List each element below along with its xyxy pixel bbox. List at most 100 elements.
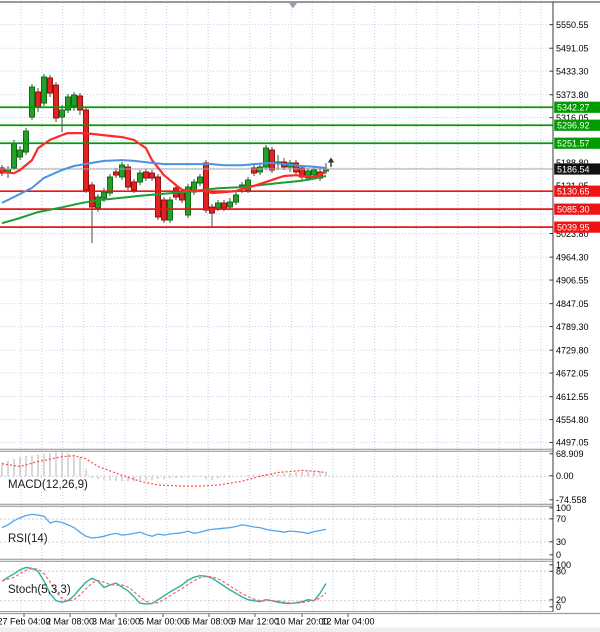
candle-body (155, 176, 161, 218)
support-price-label-box[interactable] (554, 203, 600, 215)
time-axis-label: 9 Mar 12:00 (231, 617, 279, 627)
candle-body (89, 184, 95, 208)
candle-body (245, 179, 251, 191)
resistance-price-label: 5342.27 (557, 103, 590, 113)
main-chart-plot-area[interactable] (0, 3, 553, 449)
price-axis-layer: 5550.55 5491.05 5433.30 5373.80 5316.05 5023.… (549, 2, 600, 612)
stoch-pane[interactable] (0, 560, 553, 611)
candle-body (263, 147, 269, 168)
price-axis-tick-label: 5316.05 (556, 113, 589, 123)
resistance-price-label-box[interactable] (554, 119, 600, 131)
time-axis-label: 10 Mar 20:00 (275, 617, 328, 627)
price-axis-tick-label: 5491.05 (556, 43, 589, 53)
main-pane-layer (0, 3, 553, 244)
candle-body (209, 206, 215, 214)
price-axis-tick-label: 5023.80 (556, 229, 589, 239)
time-axis-layer: 27 Feb 04:002 Mar 08:003 Mar 16:005 Mar … (0, 613, 600, 632)
candle-body (113, 171, 119, 176)
price-axis-tick-label: 4729.80 (556, 345, 589, 355)
candle-body (53, 84, 59, 119)
time-axis-label: 6 Mar 08:00 (185, 617, 233, 627)
bottom-strip (0, 627, 600, 632)
price-axis-tick-label: 4964.30 (556, 252, 589, 262)
candle-body (131, 181, 137, 191)
candle-body (233, 194, 239, 203)
rsi-indicator-label: RSI(14) (8, 533, 48, 545)
time-axis-label: 2 Mar 08:00 (46, 617, 94, 627)
rsi-pane[interactable] (0, 505, 553, 559)
resistance-price-label: 5251.57 (557, 139, 590, 149)
stoch-indicator-label: Stoch(5,3,3) (8, 584, 71, 596)
chart-shift-marker[interactable] (289, 3, 297, 9)
candle-body (215, 202, 221, 209)
bar-marker-arrow (327, 157, 335, 167)
time-axis[interactable] (0, 612, 600, 632)
time-axis-label: 27 Feb 04:00 (0, 617, 51, 627)
candle-body (251, 167, 257, 174)
price-axis-tick-label: 5433.30 (556, 66, 589, 76)
candle-body (107, 176, 113, 194)
stoch-k-line (1, 566, 327, 605)
candle-body (197, 176, 203, 184)
candle-body (185, 186, 191, 216)
candle-body (119, 164, 125, 178)
support-price-label-box[interactable] (554, 185, 600, 197)
macd-axis-label: -74.558 (556, 495, 587, 505)
candle-body (293, 162, 299, 173)
grid-layer (0, 3, 553, 612)
time-axis-label: 5 Mar 00:00 (139, 617, 187, 627)
stoch-axis-label: 0 (556, 602, 561, 612)
price-axis-tick-label: 4847.05 (556, 299, 589, 309)
support-price-label: 5039.95 (557, 223, 590, 233)
candle-body (239, 184, 245, 187)
time-axis-label: 12 Mar 04:00 (321, 617, 374, 627)
stoch-axis-label: 80 (556, 567, 566, 577)
ma-mid-line (1, 159, 327, 204)
price-axis[interactable] (553, 0, 600, 612)
price-axis-tick-label: 5550.55 (556, 20, 589, 30)
resistance-price-label-box[interactable] (554, 101, 600, 113)
pane-separators[interactable] (0, 1, 600, 615)
candle-body (161, 199, 167, 221)
ma-fast-line (1, 132, 327, 195)
rsi-axis-label: 70 (556, 514, 566, 524)
candle-body (311, 169, 317, 176)
candle-body (227, 201, 233, 208)
candle-body (71, 94, 77, 107)
support-price-label-box[interactable] (554, 221, 600, 233)
stoch-axis-label: 100 (556, 560, 571, 570)
support-price-label: 5130.65 (557, 187, 590, 197)
rsi-line (1, 513, 327, 539)
candle-body (17, 149, 23, 158)
price-axis-tick-label: 4672.05 (556, 368, 589, 378)
candle-body (137, 172, 143, 183)
candle-body (221, 202, 227, 209)
price-axis-tick-label: 4554.80 (556, 415, 589, 425)
candle-body (47, 77, 53, 94)
price-axis-tick-label-hidden: 5188.80 (556, 158, 589, 168)
candle-body (149, 172, 155, 179)
rsi-axis-label: 0 (556, 550, 561, 560)
candle-body (65, 96, 71, 111)
candle-body (77, 95, 83, 111)
current-price-label-box[interactable] (554, 163, 600, 175)
resistance-price-label-box[interactable] (554, 137, 600, 149)
candle-body (203, 162, 209, 211)
time-axis-label: 3 Mar 16:00 (92, 617, 140, 627)
candle-body (23, 130, 29, 153)
candle-body (269, 149, 275, 171)
macd-signal-line (1, 455, 327, 487)
candle-body (167, 199, 173, 221)
candle-body (41, 76, 47, 104)
rsi-axis-label: 30 (556, 537, 566, 547)
stoch-axis-label: 20 (556, 595, 566, 605)
ma-slow-line (1, 175, 327, 225)
macd-axis-label: 0.00 (556, 471, 574, 481)
candle-body (125, 166, 131, 188)
price-axis-tick-label: 4906.55 (556, 275, 589, 285)
price-axis-tick-label: 5373.80 (556, 90, 589, 100)
macd-pane[interactable] (0, 450, 553, 504)
